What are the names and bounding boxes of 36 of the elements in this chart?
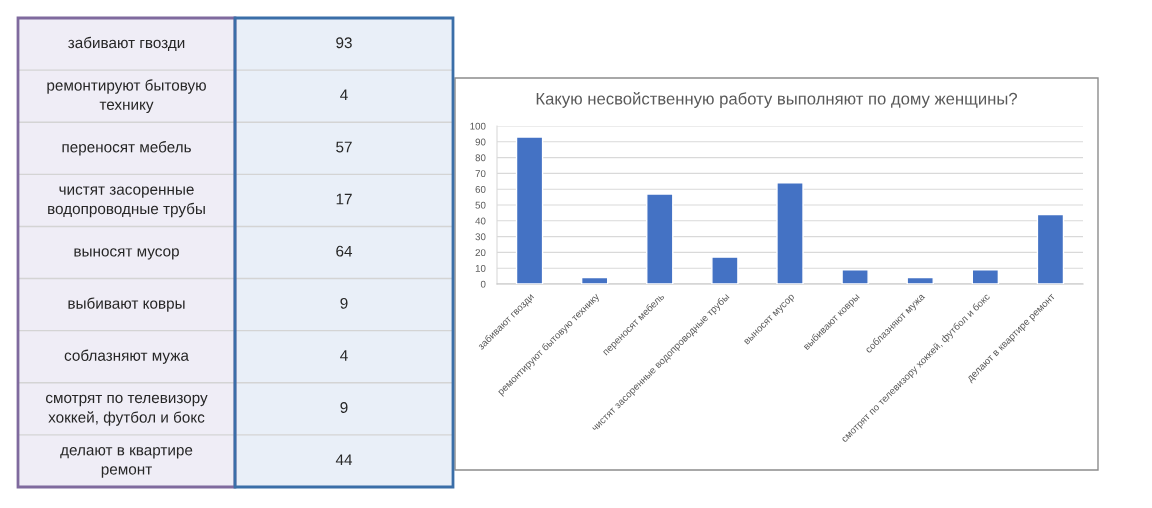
bar [515, 136, 544, 284]
bar [580, 276, 609, 284]
data-label: 17 [336, 193, 352, 205]
y-tick-label: 60 [475, 185, 486, 193]
y-tick-label: 90 [475, 138, 486, 146]
data-label: 9 [340, 402, 348, 413]
y-tick-label: 50 [475, 201, 486, 209]
y-tick-label: 100 [470, 122, 486, 130]
bar [646, 193, 674, 284]
bar [711, 256, 739, 284]
chart-title: Какую несвойственную работу выполняют по дому женщины? [536, 92, 1018, 108]
y-tick-label: 0 [480, 280, 486, 288]
y-tick-label: 20 [475, 249, 486, 257]
y-tick-label: 10 [475, 264, 486, 272]
y-tick-label: 30 [475, 233, 486, 241]
data-label: 93 [336, 37, 352, 49]
category-label: переносят мебель [62, 141, 191, 156]
bar [906, 276, 934, 284]
category-label: забивают гвозди [68, 36, 185, 52]
bar [776, 182, 804, 284]
category-label: выносят мусор [74, 248, 179, 260]
bar [1036, 213, 1065, 284]
bar [971, 269, 1000, 284]
category-label: чистят засоренные водопроводные трубы [48, 186, 205, 218]
data-label: 64 [336, 245, 353, 257]
data-label: 9 [340, 297, 348, 309]
category-label: делают в квартире ремонт [60, 447, 193, 478]
data-label: 44 [335, 454, 353, 465]
data-label: 57 [336, 141, 352, 153]
data-label: 4 [340, 350, 348, 361]
y-tick-label: 40 [475, 217, 486, 225]
bar [841, 269, 869, 284]
data-label: 4 [340, 89, 348, 101]
category-label: ремонтируют бытовую технику [47, 79, 206, 113]
y-tick-label: 70 [475, 170, 486, 178]
y-tick-label: 80 [475, 154, 486, 162]
